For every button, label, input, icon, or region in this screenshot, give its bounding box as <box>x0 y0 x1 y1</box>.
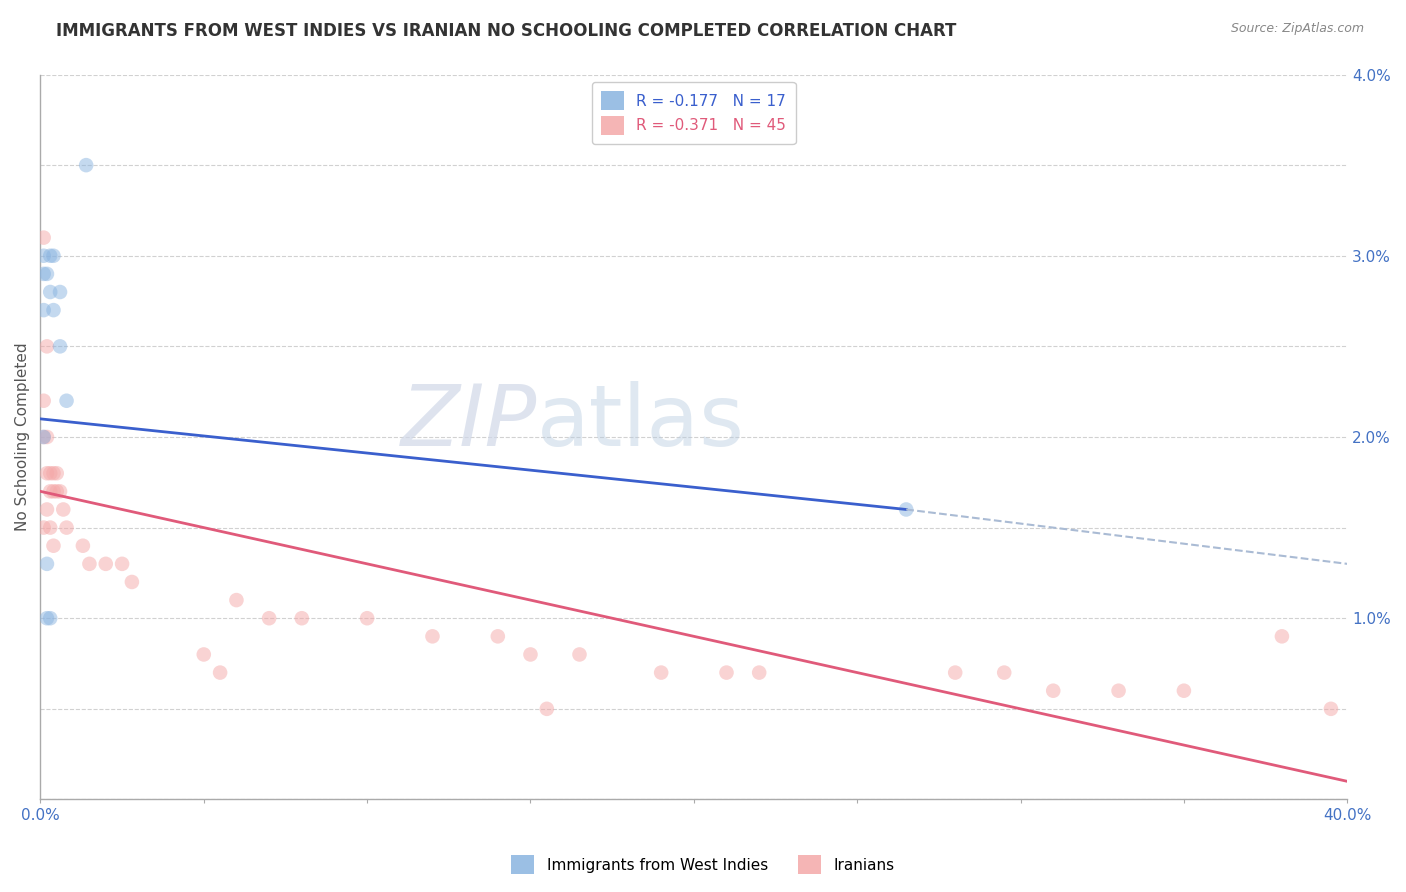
Point <box>42 303 65 318</box>
Point <box>193 648 215 662</box>
Point <box>536 702 558 716</box>
Point <box>35 611 58 625</box>
Point <box>1173 683 1195 698</box>
Point <box>943 665 966 680</box>
Point <box>39 611 62 625</box>
Point <box>45 484 67 499</box>
Point <box>486 629 509 643</box>
Point <box>1320 702 1343 716</box>
Point <box>1271 629 1294 643</box>
Point <box>716 665 738 680</box>
Point <box>75 158 97 172</box>
Point <box>748 665 770 680</box>
Point <box>568 648 591 662</box>
Point <box>79 557 101 571</box>
Point <box>49 285 72 299</box>
Point <box>39 285 62 299</box>
Legend: Immigrants from West Indies, Iranians: Immigrants from West Indies, Iranians <box>505 849 901 880</box>
Point <box>42 467 65 481</box>
Point <box>32 430 55 444</box>
Point <box>32 230 55 244</box>
Point <box>49 339 72 353</box>
Point <box>422 629 444 643</box>
Point <box>39 249 62 263</box>
Point <box>993 665 1015 680</box>
Point <box>291 611 314 625</box>
Point <box>72 539 94 553</box>
Text: atlas: atlas <box>537 381 745 464</box>
Point <box>650 665 672 680</box>
Point <box>111 557 134 571</box>
Point <box>42 484 65 499</box>
Point <box>209 665 232 680</box>
Point <box>52 502 75 516</box>
Point <box>39 467 62 481</box>
Point <box>32 303 55 318</box>
Point <box>32 430 55 444</box>
Point <box>1108 683 1130 698</box>
Text: IMMIGRANTS FROM WEST INDIES VS IRANIAN NO SCHOOLING COMPLETED CORRELATION CHART: IMMIGRANTS FROM WEST INDIES VS IRANIAN N… <box>56 22 956 40</box>
Point <box>35 467 58 481</box>
Point <box>32 393 55 408</box>
Point <box>35 267 58 281</box>
Point <box>35 430 58 444</box>
Point <box>257 611 280 625</box>
Point <box>1042 683 1064 698</box>
Point <box>42 249 65 263</box>
Point <box>896 502 918 516</box>
Point <box>121 574 143 589</box>
Point <box>39 484 62 499</box>
Y-axis label: No Schooling Completed: No Schooling Completed <box>15 343 30 532</box>
Point <box>35 339 58 353</box>
Point <box>94 557 117 571</box>
Point <box>32 267 55 281</box>
Point <box>55 520 77 534</box>
Point <box>42 539 65 553</box>
Text: Source: ZipAtlas.com: Source: ZipAtlas.com <box>1230 22 1364 36</box>
Point <box>225 593 247 607</box>
Point <box>35 557 58 571</box>
Point <box>519 648 541 662</box>
Point <box>356 611 378 625</box>
Point <box>32 249 55 263</box>
Point <box>35 502 58 516</box>
Point <box>49 484 72 499</box>
Point <box>45 467 67 481</box>
Point <box>55 393 77 408</box>
Point <box>39 520 62 534</box>
Text: ZIP: ZIP <box>401 381 537 464</box>
Point <box>32 520 55 534</box>
Legend: R = -0.177   N = 17, R = -0.371   N = 45: R = -0.177 N = 17, R = -0.371 N = 45 <box>592 82 796 144</box>
